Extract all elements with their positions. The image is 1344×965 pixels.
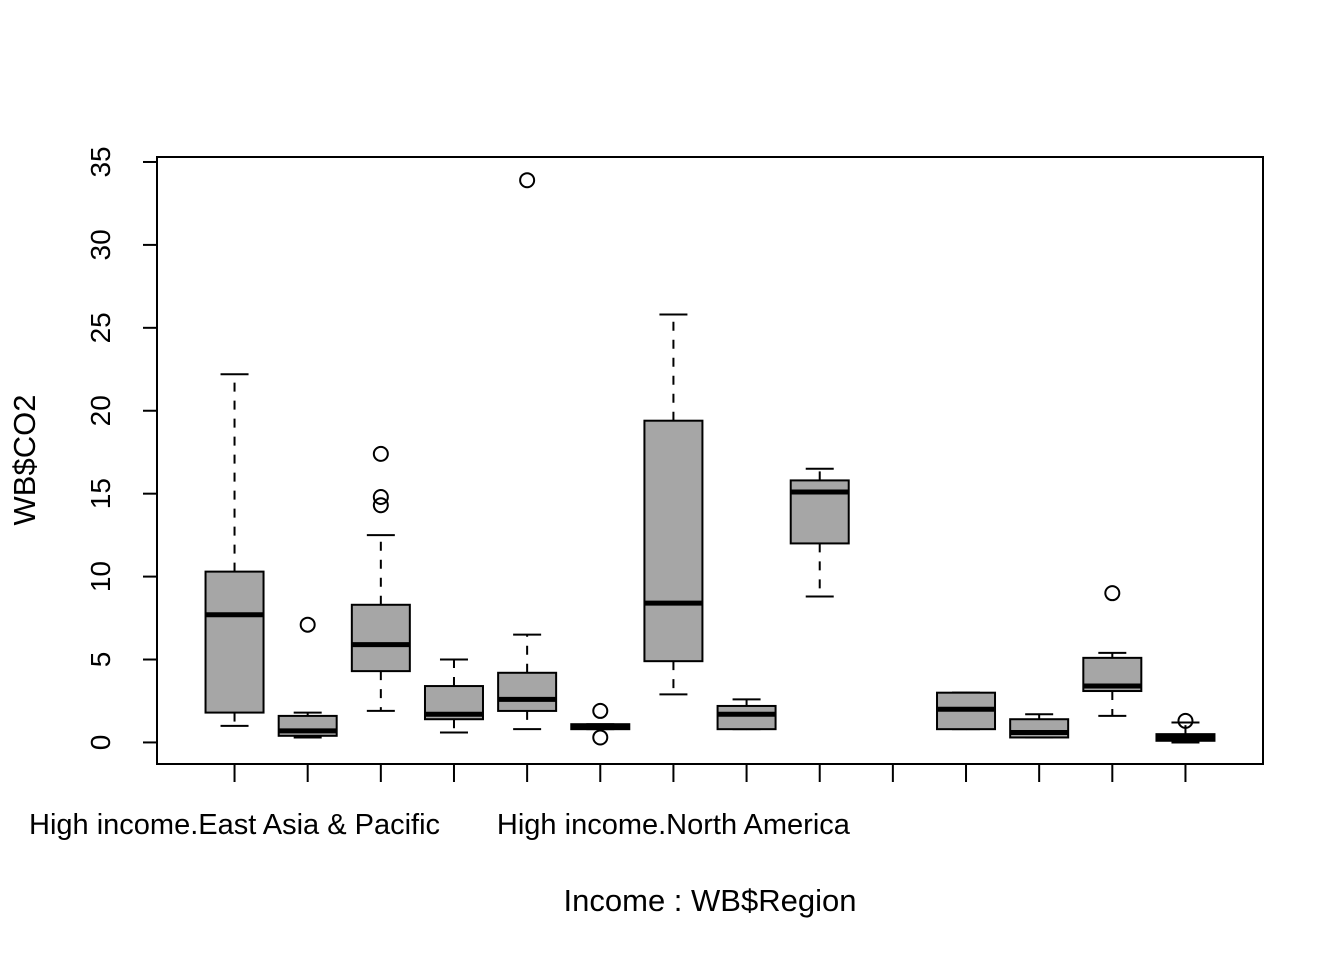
outlier-point [299,616,316,633]
outlier-point [372,445,389,462]
outlier-point [592,729,609,746]
y-tick-label: 20 [85,395,116,426]
box-group [497,172,558,731]
x-axis-title: Income : WB$Region [564,883,857,918]
box-group [570,702,631,746]
box-group [423,658,484,734]
y-tick-label: 25 [85,312,116,343]
y-tick-label: 15 [85,478,116,509]
outlier-point [1104,585,1121,602]
box [350,603,411,673]
x-axis: High income.East Asia & Pacific High inco… [29,763,1187,841]
x-tick-label: High income.East Asia & Pacific [29,809,440,841]
box [497,671,558,712]
box [204,570,265,714]
y-tick-label: 10 [85,561,116,592]
box [716,704,777,731]
box-group [350,445,411,712]
box-group [204,373,265,727]
y-tick-label: 0 [85,735,116,751]
y-axis: 0 5 10 15 20 25 30 35 [85,146,158,751]
y-tick-label: 35 [85,146,116,177]
box [643,419,704,663]
boxes-layer [204,172,1216,746]
outlier-point [519,172,536,189]
box-group [716,698,777,731]
x-tick-label: High income.North America [497,809,851,841]
y-tick-label: 30 [85,229,116,260]
outlier-point [372,497,389,514]
outlier-point [372,488,389,505]
y-axis-title: WB$CO2 [7,395,42,526]
box-group [1155,712,1216,744]
y-tick-label: 5 [85,652,116,668]
box-group [789,467,850,598]
outlier-point [592,702,609,719]
box-group [1009,713,1070,739]
box-group [643,313,704,696]
box-group [1082,585,1143,717]
box-group [277,616,338,739]
outlier-point [1177,712,1194,729]
box-group [936,691,997,731]
